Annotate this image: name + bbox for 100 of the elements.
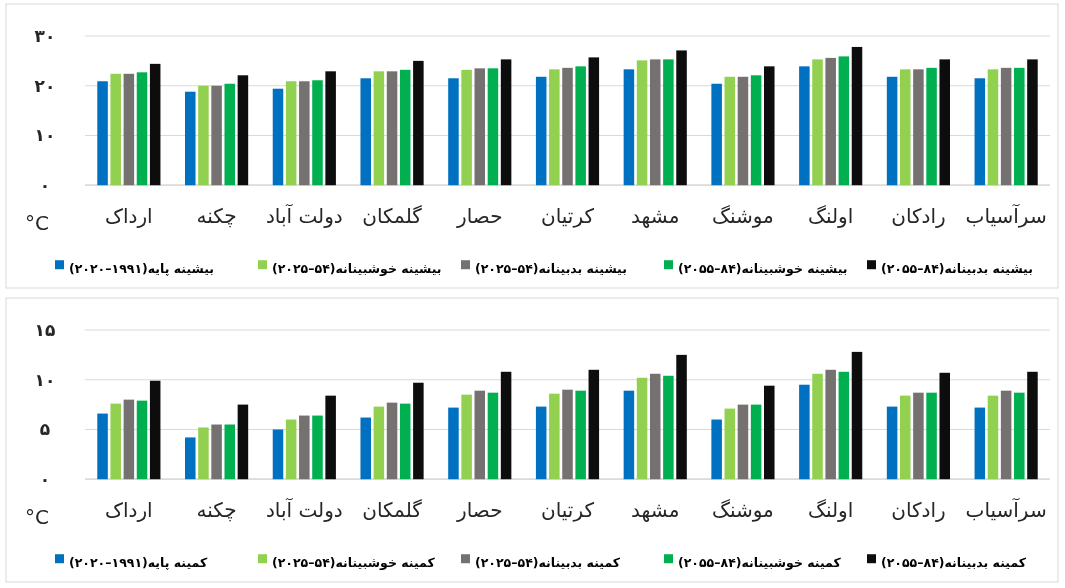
y-tick-label: ۱۵	[34, 320, 56, 340]
bar	[123, 399, 135, 480]
bar	[500, 371, 512, 480]
bar	[724, 408, 736, 480]
bar	[711, 419, 722, 480]
bar	[1027, 59, 1038, 186]
bar	[285, 419, 297, 480]
legend-label: کمینه بدبینانه(۸۴–۲۰۵۵)	[881, 555, 1027, 571]
y-tick-label: ۰	[39, 175, 51, 196]
bar	[899, 395, 911, 480]
legend-label: کمینه بدبینانه(۵۴–۲۰۲۵)	[475, 555, 621, 571]
x-tick-label: مشهد	[631, 498, 680, 523]
x-tick-label: رادکان	[891, 204, 946, 229]
bar	[97, 413, 108, 480]
bar	[97, 81, 108, 186]
bar	[838, 371, 850, 480]
bar	[939, 59, 950, 186]
bar	[562, 389, 573, 480]
bar	[312, 80, 323, 186]
bar	[448, 407, 459, 480]
bar	[386, 71, 398, 186]
x-tick-label: اولنگ	[808, 498, 854, 523]
bar	[649, 59, 661, 186]
bar	[913, 69, 924, 186]
bar	[636, 377, 648, 480]
bar	[1000, 67, 1012, 186]
y-tick-label: ۱۰	[34, 125, 56, 146]
bar	[851, 46, 863, 186]
bar	[360, 78, 371, 186]
legend-label: کمینه پایه(۱۹۹۱–۲۰۲۰)	[69, 555, 208, 571]
bar	[711, 83, 722, 186]
bar	[750, 75, 762, 186]
x-tick-label: چکنه	[196, 204, 237, 229]
bar	[312, 415, 323, 480]
bar	[461, 394, 472, 480]
bar	[549, 393, 560, 480]
bar	[399, 69, 411, 186]
bar	[623, 69, 635, 186]
bar	[272, 88, 284, 186]
legend-label: بیشینه پایه(۱۹۹۱–۲۰۲۰)	[69, 261, 215, 277]
bar	[676, 354, 687, 480]
legend-label: بیشینه بدبینانه(۸۴–۲۰۵۵)	[881, 261, 1033, 277]
bar	[974, 78, 986, 186]
bar	[487, 68, 499, 186]
bar	[1000, 390, 1012, 480]
bar	[825, 57, 836, 186]
x-tick-label: موشنگ	[712, 498, 774, 523]
bar	[799, 384, 810, 480]
bar	[663, 59, 674, 186]
x-tick-label: حصار	[456, 204, 503, 229]
bar	[939, 372, 950, 480]
x-tick-label: دولت آباد	[265, 203, 343, 229]
bar	[198, 85, 209, 186]
bar	[636, 60, 648, 186]
y-tick-label: ۵	[39, 419, 51, 440]
bar	[272, 429, 284, 480]
bar	[799, 66, 810, 186]
x-tick-label: موشنگ	[712, 204, 774, 229]
bar	[764, 385, 775, 480]
x-tick-label: دولت آباد	[265, 497, 343, 523]
bar	[461, 69, 472, 186]
bar	[1014, 67, 1025, 186]
bar	[224, 83, 236, 186]
bar	[549, 69, 560, 186]
bar	[136, 72, 148, 186]
y-tick-label: ۱۰	[34, 369, 56, 390]
bar	[663, 375, 674, 480]
bar	[588, 369, 600, 480]
bar	[185, 437, 196, 480]
bar	[1027, 371, 1038, 480]
y-axis-title: °C	[25, 211, 49, 236]
y-tick-label: ۰	[39, 469, 51, 490]
bar	[649, 373, 661, 480]
bar	[838, 56, 850, 186]
bar	[386, 402, 398, 480]
bar	[1014, 392, 1025, 480]
legend-label: بیشینه خوشبینانه(۸۴–۲۰۵۵)	[678, 261, 848, 277]
bar	[325, 71, 336, 186]
bar	[535, 406, 547, 480]
bar	[237, 404, 249, 480]
bar	[899, 69, 911, 186]
bar	[737, 76, 749, 186]
bar	[285, 81, 297, 186]
bar	[588, 57, 600, 186]
bar	[886, 406, 898, 480]
bar	[149, 63, 161, 186]
legend-label: بیشینه بدبینانه(۵۴–۲۰۲۵)	[475, 261, 627, 277]
x-tick-label: ارداک	[105, 204, 153, 229]
bar	[913, 392, 924, 480]
legend-label: کمینه خوشبینانه(۸۴–۲۰۵۵)	[678, 555, 842, 571]
bar	[575, 66, 586, 186]
bar	[299, 415, 310, 480]
bar	[399, 403, 411, 480]
bar	[185, 91, 196, 186]
bar	[487, 392, 499, 480]
x-tick-label: رادکان	[891, 498, 946, 523]
x-tick-label: مشهد	[631, 204, 680, 229]
bar	[373, 71, 385, 186]
bar	[360, 417, 371, 480]
bar	[237, 75, 249, 186]
